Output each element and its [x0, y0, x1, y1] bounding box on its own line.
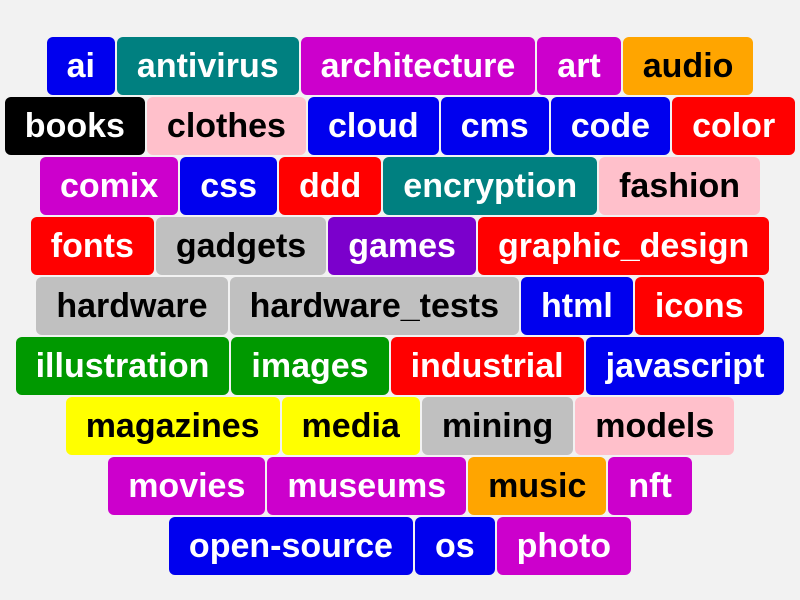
- tag-magazines[interactable]: magazines: [65, 397, 280, 455]
- tag-fonts[interactable]: fonts: [30, 217, 154, 275]
- tag-games[interactable]: games: [328, 217, 476, 275]
- tag-hardware[interactable]: hardware: [36, 277, 228, 335]
- tag-images[interactable]: images: [231, 337, 389, 395]
- tag-media[interactable]: media: [281, 397, 420, 455]
- tag-models[interactable]: models: [575, 397, 735, 455]
- tag-music[interactable]: music: [468, 457, 607, 515]
- tag-clothes[interactable]: clothes: [146, 97, 306, 155]
- tag-illustration[interactable]: illustration: [15, 337, 230, 395]
- tag-ai[interactable]: ai: [46, 37, 115, 95]
- tag-javascript[interactable]: javascript: [585, 337, 785, 395]
- tag-mining[interactable]: mining: [421, 397, 574, 455]
- tag-gadgets[interactable]: gadgets: [155, 217, 327, 275]
- tag-hardware-tests[interactable]: hardware_tests: [229, 277, 520, 335]
- tag-graphic-design[interactable]: graphic_design: [477, 217, 770, 275]
- tag-code[interactable]: code: [550, 97, 671, 155]
- tag-comix[interactable]: comix: [39, 157, 179, 215]
- tag-industrial[interactable]: industrial: [390, 337, 584, 395]
- tag-os[interactable]: os: [414, 517, 495, 575]
- tag-cloud[interactable]: cloud: [307, 97, 439, 155]
- tag-movies[interactable]: movies: [108, 457, 266, 515]
- tag-audio[interactable]: audio: [622, 37, 754, 95]
- tag-ddd[interactable]: ddd: [278, 157, 382, 215]
- tag-cloud: ai antivirus architecture art audio books clot…: [0, 37, 800, 575]
- tag-books[interactable]: books: [4, 97, 145, 155]
- tag-art[interactable]: art: [537, 37, 621, 95]
- tag-nft[interactable]: nft: [608, 457, 692, 515]
- tag-html[interactable]: html: [521, 277, 633, 335]
- tag-color[interactable]: color: [672, 97, 796, 155]
- tag-encryption[interactable]: encryption: [383, 157, 598, 215]
- tag-architecture[interactable]: architecture: [300, 37, 536, 95]
- tag-cms[interactable]: cms: [440, 97, 549, 155]
- tag-icons[interactable]: icons: [634, 277, 764, 335]
- tag-photo[interactable]: photo: [496, 517, 632, 575]
- tag-fashion[interactable]: fashion: [599, 157, 761, 215]
- tag-museums[interactable]: museums: [267, 457, 467, 515]
- tag-open-source[interactable]: open-source: [168, 517, 413, 575]
- tag-antivirus[interactable]: antivirus: [116, 37, 299, 95]
- tag-css[interactable]: css: [180, 157, 277, 215]
